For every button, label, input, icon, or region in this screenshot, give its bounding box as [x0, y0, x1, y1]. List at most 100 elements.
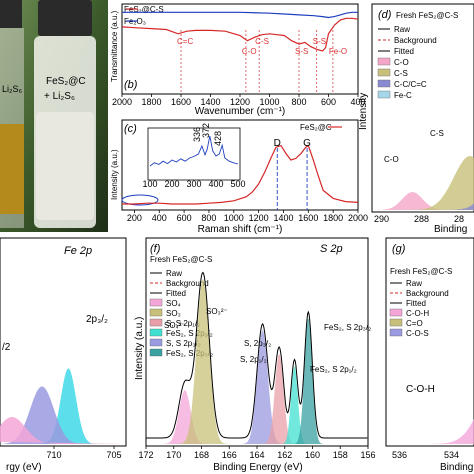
- ftir-annotation: Fe-O: [329, 47, 347, 56]
- c1s-panel: (d) Fresh FeS₂@C-S Intensity Binding: [358, 3, 474, 235]
- ftir-xtick-label: 2000: [112, 97, 132, 107]
- c1s-legend-label: Raw: [394, 25, 410, 34]
- raman-series: [122, 144, 359, 205]
- raman-inset-peak-label: 428: [213, 131, 223, 146]
- raman-inset-peak-label: 336: [192, 127, 202, 142]
- ftir-panel-label: (b): [124, 79, 138, 91]
- s2p-legend-swatch: [149, 348, 163, 357]
- s2p-legend-swatch: [149, 308, 163, 317]
- c1s-xtick-label: 288: [414, 214, 429, 224]
- s2p-element-label: S 2p: [320, 243, 343, 255]
- vial-photo: Li₂S₆ FeS₂@C + Li₂S₆: [0, 0, 108, 232]
- fe2p-xlabel: rgy (eV): [6, 462, 42, 473]
- o1s-legend-label: C=O: [406, 319, 423, 328]
- fe2p-peak-label: /2: [2, 342, 11, 353]
- raman-peak-label: G: [303, 138, 311, 149]
- s2p-peak-label: FeS₂, S 2p₃/₂: [324, 323, 371, 332]
- s2p-legend-swatch: [149, 338, 163, 347]
- s2p-legend-label: S, S 2p₃/₂: [166, 339, 201, 348]
- fe2p-peak-1: [0, 368, 125, 444]
- s2p-peak-2: [146, 279, 368, 444]
- s2p-ylabel: Intensity (a.u.): [134, 317, 145, 380]
- o1s-legend-label: Background: [406, 289, 449, 298]
- c1s-peak-2: [372, 156, 474, 210]
- raman-inset-series: [149, 135, 239, 167]
- s2p-peak-label: FeS₂, S 2p₁/₂: [310, 365, 357, 374]
- o1s-legend-label: C-O-S: [406, 329, 429, 338]
- s2p-xtick-label: 164: [249, 450, 264, 460]
- o1s-legend-swatch: [389, 318, 403, 327]
- ftir-annotation: C-O: [242, 47, 257, 56]
- c1s-legend-swatch: [377, 90, 391, 99]
- s2p-legend-swatch: [149, 298, 163, 307]
- s2p-legend-swatch: [149, 328, 163, 337]
- c1s-title: Fresh FeS₂@C-S: [396, 11, 458, 20]
- vial-right-label-1: FeS₂@C: [46, 76, 86, 87]
- raman-xlabel: Raman shift (cm⁻¹): [198, 224, 283, 235]
- s2p-peak-label: SO₄²⁻: [164, 321, 186, 330]
- fe2p-panel: Fe 2p rgy (eV): [0, 237, 127, 473]
- raman-ylabel: Intensity (a.u.): [110, 149, 119, 200]
- c1s-legend-label: C-O: [394, 58, 409, 67]
- o1s-peak-2: [386, 443, 474, 444]
- s2p-legend-label: SO₄: [166, 299, 181, 308]
- vial-right-liquid: [36, 112, 94, 220]
- raman-xtick-label: 600: [177, 213, 192, 223]
- raman-xtick-label: 1200: [249, 213, 269, 223]
- raman-peak-label: D: [274, 138, 281, 149]
- raman-xtick-label: 1600: [298, 213, 318, 223]
- ftir-annotation: S-S: [313, 37, 326, 46]
- raman-legend: FeS₂@C: [300, 123, 332, 132]
- s2p-legend-label: FeS₂, S 2p₁/₂: [166, 329, 213, 338]
- fe2p-xtick-label: 705: [106, 450, 121, 460]
- ftir-xtick-label: 1600: [171, 97, 191, 107]
- s2p-legend-label: Raw: [166, 269, 182, 278]
- s2p-xtick-label: 168: [194, 450, 209, 460]
- o1s-legend-label: Raw: [406, 279, 422, 288]
- ftir-annotation: C=C: [177, 37, 193, 46]
- c1s-peak-3: [372, 203, 474, 210]
- ftir-annotation: C-S: [255, 37, 269, 46]
- ftir-xlabel: Wavenumber (cm⁻¹): [195, 106, 285, 117]
- ftir-legend-1: FeS₂@C-S: [124, 5, 164, 14]
- ftir-xtick-label: 800: [291, 97, 306, 107]
- s2p-legend-label: Background: [166, 279, 209, 288]
- c1s-frame: [371, 3, 474, 213]
- c1s-peak-label: C-O: [384, 155, 399, 164]
- vial-left-cap: [0, 0, 22, 28]
- o1s-legend-label: Fitted: [406, 299, 426, 308]
- raman-panel-label: (c): [124, 123, 137, 135]
- o1s-peak-1: [386, 419, 474, 444]
- c1s-xtick-label: 28: [454, 214, 464, 224]
- c1s-panel-label: (d): [378, 9, 392, 21]
- fe2p-xtick-label: 710: [46, 450, 61, 460]
- ftir-series-2: [122, 11, 358, 19]
- s2p-xtick-label: 162: [277, 450, 292, 460]
- fe2p-peak-2: [0, 386, 125, 444]
- o1s-xlabel: Binding: [440, 462, 473, 473]
- raman-xtick-label: 2000: [348, 213, 368, 223]
- c1s-legend-label: Fitted: [394, 47, 414, 56]
- s2p-legend-label: FeS₂, S 2p₃/₂: [166, 349, 213, 358]
- vial-right-label-2: + Li₂S₆: [44, 91, 75, 102]
- vial-left-liquid: [0, 124, 24, 214]
- raman-frame: [121, 119, 359, 211]
- s2p-xtick-label: 170: [166, 450, 181, 460]
- c1s-legend-swatch: [377, 68, 391, 77]
- raman-inset-peak-label: 372: [201, 123, 211, 138]
- raman-panel: (c) FeS₂@C Raman shift (cm⁻¹) Intensity …: [110, 119, 359, 235]
- ftir-xtick-label: 1200: [230, 97, 250, 107]
- c1s-legend-label: C-C/C=C: [394, 80, 427, 89]
- o1s-peak-label: C-O-H: [406, 384, 435, 395]
- ftir-annotation: S-S: [295, 47, 308, 56]
- s2p-peak-label: S, 2p₃/₂: [244, 339, 271, 348]
- s2p-title: Fresh FeS₂@C-S: [150, 255, 212, 264]
- c1s-legend-label: Fe-C: [394, 91, 412, 100]
- s2p-panel-label: (f): [150, 243, 161, 255]
- s2p-xtick-label: 156: [360, 450, 375, 460]
- c1s-legend-swatch: [377, 79, 391, 88]
- ftir-xtick-label: 600: [321, 97, 336, 107]
- ftir-ylabel: Transmittance (a.u.): [110, 10, 119, 82]
- s2p-legend-label: SO₃: [166, 309, 181, 318]
